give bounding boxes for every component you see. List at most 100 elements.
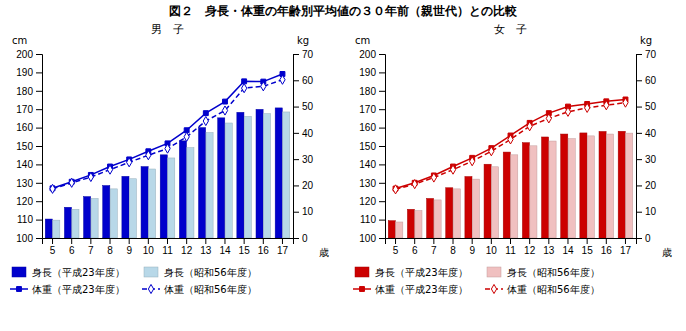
tick-mark	[244, 238, 245, 244]
y-tick: 200	[359, 49, 385, 60]
tick-label: 0	[302, 233, 308, 244]
y-tick: 150	[16, 141, 42, 152]
tick-label: 5	[50, 245, 56, 256]
line-series	[50, 72, 285, 191]
tick-mark	[52, 238, 53, 244]
y-tick: 140	[359, 159, 385, 170]
bar	[160, 155, 167, 238]
legend-item: 体重（昭和56年度）	[485, 284, 600, 295]
line-series	[50, 75, 285, 193]
tick-label: 100	[16, 233, 33, 244]
tick-mark	[129, 238, 130, 244]
bar	[599, 131, 606, 238]
tick-mark	[379, 183, 385, 184]
bar	[492, 167, 499, 238]
tick-label: 6	[412, 245, 418, 256]
bar	[206, 133, 213, 238]
y-axis-label: cm	[355, 35, 370, 46]
legend-swatch	[12, 267, 26, 277]
x-tick: 9	[126, 238, 132, 256]
tick-mark	[36, 146, 42, 147]
tick-mark	[36, 183, 42, 184]
panel: 女 子1001101201301401501601701801902000102…	[353, 23, 672, 295]
marker	[184, 132, 189, 141]
tick-label: 11	[505, 245, 516, 256]
tick-label: 5	[393, 245, 399, 256]
marker	[412, 180, 417, 189]
legend-label: 身長（平成23年度）	[375, 267, 468, 278]
y2-tick: 20	[636, 180, 657, 191]
tick-mark	[636, 107, 642, 108]
x-axis-label: 歳	[662, 247, 672, 258]
y2-tick: 70	[293, 49, 314, 60]
y-tick: 120	[16, 196, 42, 207]
legend-swatch	[144, 267, 158, 277]
tick-mark	[548, 238, 549, 244]
legend-label: 身長（昭和56年度）	[164, 267, 257, 278]
y-tick: 170	[359, 104, 385, 115]
legend-label: 体重（平成23年度）	[375, 284, 468, 295]
tick-label: 170	[359, 104, 376, 115]
bar	[64, 207, 71, 238]
tick-label: 160	[359, 122, 376, 133]
plot-area	[45, 72, 290, 238]
bar	[472, 179, 479, 238]
x-tick: 16	[601, 238, 613, 256]
y-tick: 190	[359, 67, 385, 78]
x-tick: 11	[162, 238, 173, 256]
tick-label: 60	[302, 75, 314, 86]
x-tick: 13	[200, 238, 212, 256]
tick-label: 170	[16, 104, 33, 115]
legend-item: 体重（平成23年度）	[353, 284, 468, 295]
tick-label: 16	[601, 245, 613, 256]
bar	[141, 167, 148, 238]
tick-label: 6	[69, 245, 75, 256]
bar	[168, 158, 175, 238]
y-tick: 110	[17, 214, 42, 225]
y-tick: 200	[16, 49, 42, 60]
x-tick: 8	[107, 238, 113, 256]
line	[53, 80, 283, 189]
bar	[275, 108, 282, 238]
tick-label: 150	[16, 141, 33, 152]
y2-tick: 0	[293, 233, 308, 244]
y2-tick: 60	[293, 75, 314, 86]
tick-label: 7	[88, 245, 94, 256]
tick-label: 110	[17, 214, 33, 225]
bar	[187, 148, 194, 238]
marker	[222, 106, 227, 115]
tick-label: 8	[450, 245, 456, 256]
tick-mark	[293, 185, 299, 186]
tick-mark	[205, 238, 206, 244]
y2-tick: 50	[636, 101, 657, 112]
y-tick: 150	[359, 141, 385, 152]
x-tick: 15	[239, 238, 251, 256]
tick-label: 70	[645, 49, 657, 60]
tick-mark	[379, 91, 385, 92]
x-tick: 6	[69, 238, 75, 256]
bar	[237, 112, 244, 238]
tick-label: 10	[645, 206, 657, 217]
tick-label: 70	[302, 49, 314, 60]
tick-mark	[567, 238, 568, 244]
marker	[280, 75, 285, 84]
bar	[283, 112, 290, 238]
line-series	[393, 97, 628, 191]
axis: 567891011121314151617	[43, 238, 294, 256]
tick-mark	[293, 107, 299, 108]
axis: 567891011121314151617	[386, 238, 637, 256]
marker	[203, 111, 208, 116]
x-axis-label: 歳	[319, 247, 329, 258]
marker	[127, 158, 132, 167]
bar	[263, 114, 270, 238]
tick-label: 130	[16, 178, 33, 189]
subtitle: 女 子	[494, 23, 527, 36]
x-tick: 13	[543, 238, 555, 256]
x-tick: 11	[505, 238, 516, 256]
bar-series	[53, 112, 290, 238]
tick-mark	[36, 201, 42, 202]
tick-mark	[587, 238, 588, 244]
y2-tick: 60	[636, 75, 657, 86]
legend-label: 身長（平成23年度）	[32, 267, 125, 278]
bar	[427, 198, 434, 238]
